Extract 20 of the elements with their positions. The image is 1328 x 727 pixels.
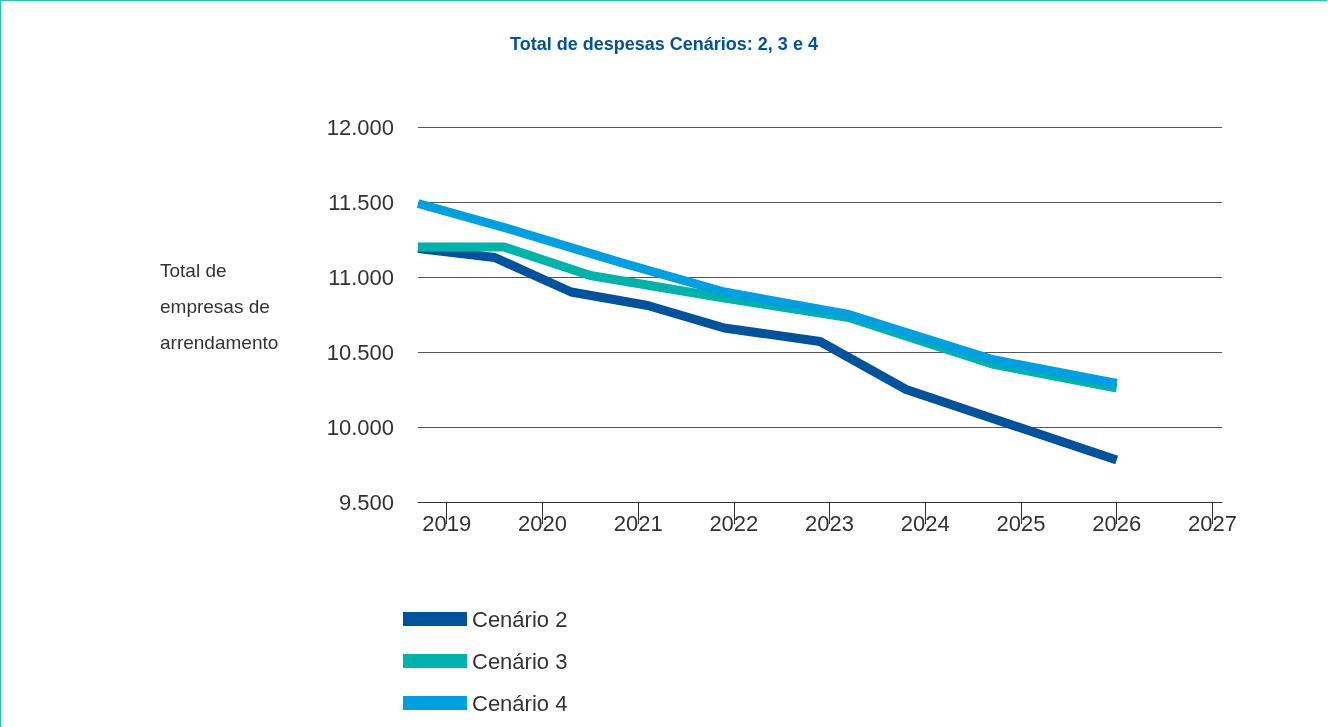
y-tick-label: 10.500 — [326, 339, 394, 365]
x-tick-label: 2025 — [996, 510, 1046, 536]
x-tick-label: 2021 — [613, 510, 663, 536]
legend-label: Cenário 2 — [472, 606, 568, 632]
x-tick-label: 2019 — [422, 510, 472, 536]
x-tick-label: 2026 — [1092, 510, 1142, 536]
y-tick-label: 11.000 — [328, 264, 394, 290]
y-tick-label: 11.500 — [328, 189, 394, 215]
legend-label: Cenário 4 — [472, 690, 568, 716]
x-tick-label: 2023 — [805, 510, 855, 536]
x-tick-label: 2020 — [517, 510, 567, 536]
x-tick-label: 2027 — [1187, 510, 1237, 536]
x-tick-label: 2022 — [709, 510, 759, 536]
chart-title: Total de despesas Cenários: 2, 3 e 4 — [510, 34, 818, 54]
y-tick-label: 10.000 — [326, 414, 394, 440]
x-tick-label: 2024 — [900, 510, 950, 536]
y-tick-label: 12.000 — [326, 114, 394, 140]
legend-label: Cenário 3 — [472, 648, 568, 674]
y-tick-label: 9.500 — [338, 489, 394, 515]
y-axis-title: Total de empresas de arrendamento — [160, 259, 279, 353]
